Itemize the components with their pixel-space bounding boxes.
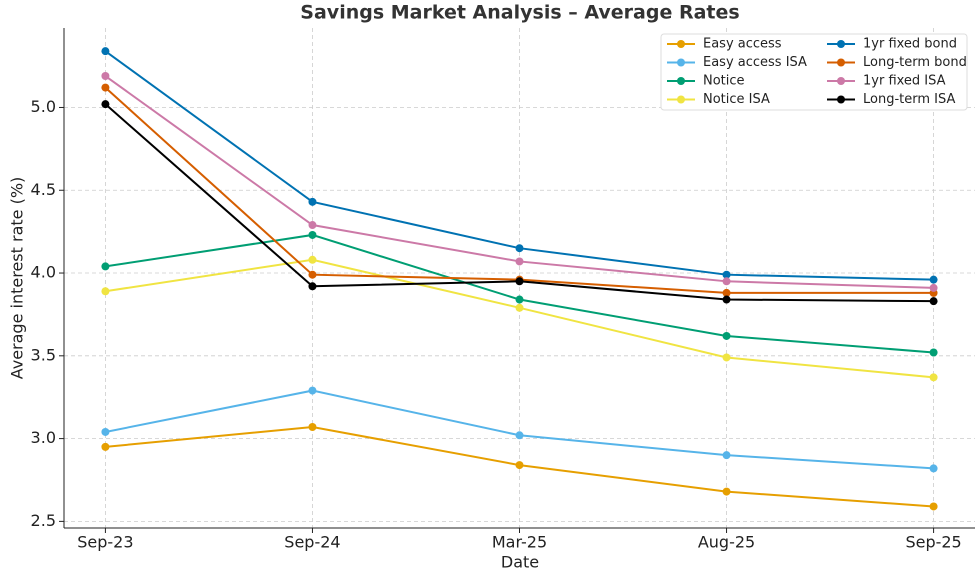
- data-point: [515, 257, 524, 266]
- data-point: [308, 423, 317, 432]
- legend-marker: [837, 77, 845, 85]
- x-tick-label: Mar-25: [492, 533, 547, 552]
- legend-label: Notice ISA: [703, 92, 770, 107]
- data-point: [929, 348, 938, 357]
- legend-label: Easy access: [703, 37, 782, 52]
- data-point: [101, 72, 110, 81]
- data-point: [101, 262, 110, 271]
- data-point: [101, 287, 110, 296]
- data-point: [308, 255, 317, 264]
- data-point: [929, 275, 938, 284]
- data-point: [929, 283, 938, 292]
- y-tick-label: 4.5: [31, 180, 56, 199]
- data-point: [515, 461, 524, 470]
- data-point: [515, 244, 524, 253]
- data-point: [308, 282, 317, 291]
- legend-marker: [677, 40, 685, 48]
- legend-label: 1yr fixed ISA: [863, 74, 946, 89]
- data-point: [308, 386, 317, 395]
- data-point: [722, 288, 731, 297]
- legend-marker: [837, 40, 845, 48]
- legend-marker: [677, 77, 685, 85]
- data-point: [929, 297, 938, 306]
- legend-box: [660, 33, 968, 111]
- legend-marker: [837, 58, 845, 67]
- data-point: [101, 83, 110, 92]
- legend-label: Long-term ISA: [863, 92, 955, 107]
- y-tick-label: 2.5: [31, 511, 56, 530]
- data-point: [722, 295, 731, 304]
- legend-marker: [677, 95, 685, 104]
- data-point: [308, 197, 317, 206]
- legend-label: 1yr fixed bond: [863, 37, 957, 52]
- data-point: [722, 331, 731, 340]
- y-tick-label: 5.0: [31, 97, 56, 116]
- data-point: [929, 464, 938, 473]
- data-point: [101, 100, 110, 109]
- data-point: [308, 221, 317, 230]
- data-point: [515, 303, 524, 312]
- data-point: [722, 487, 731, 496]
- legend-marker: [837, 95, 845, 104]
- chart-title: Savings Market Analysis – Average Rates: [300, 2, 739, 24]
- data-point: [722, 353, 731, 362]
- y-tick-label: 3.0: [31, 428, 56, 447]
- y-tick-label: 3.5: [31, 345, 56, 364]
- x-tick-label: Sep-25: [905, 533, 961, 552]
- data-point: [308, 230, 317, 239]
- legend-label: Long-term bond: [863, 55, 967, 70]
- legend-marker: [677, 58, 685, 67]
- data-point: [929, 373, 938, 382]
- data-point: [101, 427, 110, 436]
- data-point: [722, 270, 731, 279]
- y-tick-label: 4.0: [31, 263, 56, 282]
- data-point: [101, 442, 110, 451]
- data-point: [308, 270, 317, 279]
- data-point: [929, 502, 938, 511]
- y-axis-label: Average interest rate (%): [8, 177, 27, 380]
- legend-label: Easy access ISA: [703, 55, 807, 70]
- legend-label: Notice: [703, 74, 745, 89]
- data-point: [722, 451, 731, 460]
- x-tick-label: Sep-23: [77, 533, 133, 552]
- x-axis-label: Date: [501, 553, 539, 572]
- data-point: [515, 295, 524, 304]
- data-point: [515, 277, 524, 286]
- x-tick-label: Aug-25: [698, 533, 755, 552]
- data-point: [101, 47, 110, 56]
- data-point: [722, 277, 731, 286]
- x-tick-label: Sep-24: [284, 533, 340, 552]
- data-point: [515, 431, 524, 440]
